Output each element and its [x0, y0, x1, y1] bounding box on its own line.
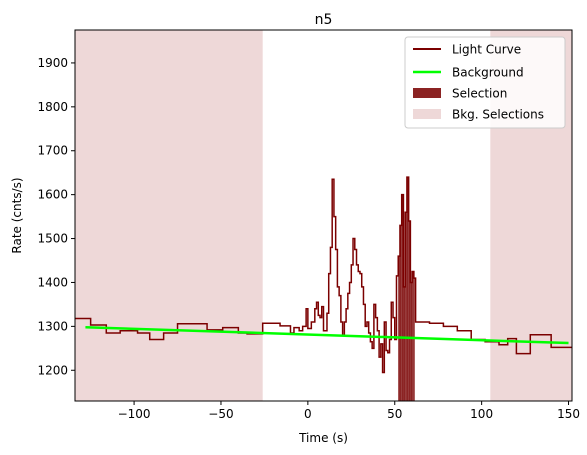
y-tick-label: 1800 — [37, 100, 68, 114]
x-tick-label: 100 — [470, 407, 493, 421]
y-tick-label: 1400 — [37, 275, 68, 289]
selection-bar — [405, 212, 407, 401]
chart-title: n5 — [315, 12, 333, 28]
selection-bar — [399, 225, 402, 401]
legend-label-selection: Selection — [452, 87, 507, 101]
y-tick-label: 1200 — [37, 363, 68, 377]
bkg-selection-0 — [75, 30, 263, 401]
x-tick-label: −100 — [118, 407, 151, 421]
y-tick-label: 1900 — [37, 56, 68, 70]
y-tick-label: 1700 — [37, 144, 68, 158]
selection-bar — [410, 282, 413, 401]
y-axis-label: Rate (cnts/s) — [10, 177, 24, 253]
selection-bar — [412, 271, 414, 401]
legend-swatch-bkg-selections — [413, 109, 441, 119]
legend-swatch-selection — [413, 88, 441, 98]
legend-box — [404, 36, 566, 129]
y-tick-label: 1500 — [37, 232, 68, 246]
x-tick-label: −50 — [208, 407, 233, 421]
legend-label-background: Background — [452, 66, 524, 80]
selection-bar — [413, 278, 415, 401]
x-axis-label: Time (s) — [298, 431, 348, 445]
x-tick-label: 50 — [387, 407, 402, 421]
y-tick-label: 1300 — [37, 319, 68, 333]
legend-label-light-curve: Light Curve — [452, 43, 521, 57]
selection-bar — [398, 256, 400, 401]
x-tick-label: 150 — [557, 407, 580, 421]
background-fit-line — [85, 325, 569, 345]
y-axis-ticks: 1200 1300 1400 1500 1600 1700 1800 1900 — [37, 56, 75, 377]
selection-bar — [408, 220, 411, 401]
selection-bar — [403, 286, 406, 401]
x-axis-ticks: −100 −50 0 50 100 150 — [118, 401, 580, 421]
selection-region — [398, 177, 415, 401]
legend-label-bkg-selections: Bkg. Selections — [452, 108, 544, 122]
y-tick-label: 1600 — [37, 188, 68, 202]
light-curve-series — [75, 176, 572, 374]
chart-legend: Light Curve Background Selection Bkg. Se… — [404, 36, 566, 129]
axes-frame — [74, 29, 573, 402]
x-tick-label: 0 — [304, 407, 312, 421]
selection-bar — [406, 177, 409, 401]
selection-bar — [401, 194, 404, 401]
